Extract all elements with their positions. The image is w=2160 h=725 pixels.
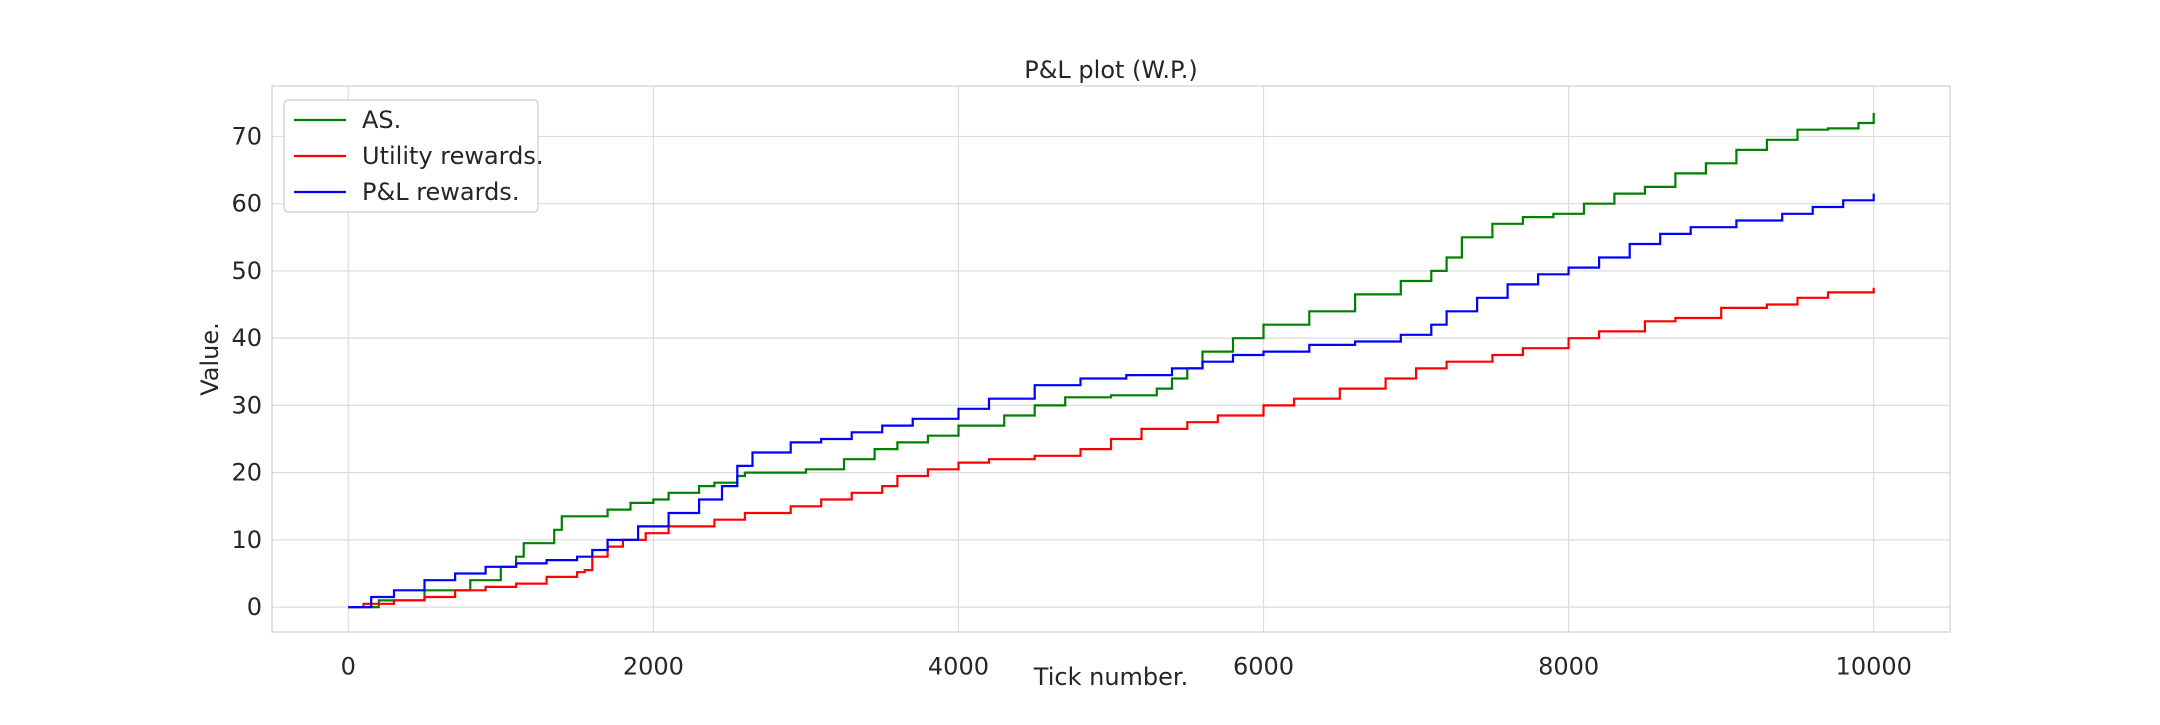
grid-layer bbox=[272, 86, 1950, 632]
y-tick-label: 40 bbox=[231, 324, 262, 352]
x-tick-label: 6000 bbox=[1233, 653, 1294, 681]
y-tick-label: 70 bbox=[231, 122, 262, 150]
plot-frame bbox=[271, 85, 1951, 633]
series-layer bbox=[348, 112, 1875, 609]
x-tick-label: 4000 bbox=[928, 653, 989, 681]
series-line-1 bbox=[348, 112, 1875, 609]
series-line-3 bbox=[348, 193, 1875, 609]
x-tick-label: 10000 bbox=[1836, 653, 1912, 681]
y-tick-label: 60 bbox=[231, 190, 262, 218]
legend-label: AS. bbox=[362, 106, 401, 134]
legend-label: P&L rewards. bbox=[362, 178, 519, 206]
tick-layer: 0 2000 4000 6000 8000 10000 0 10 20 30 40 50 60 70 bbox=[231, 122, 1911, 680]
x-tick-label: 2000 bbox=[623, 653, 684, 681]
x-axis-label: Tick number. bbox=[1033, 663, 1188, 691]
y-tick-label: 20 bbox=[231, 459, 262, 487]
y-tick-label: 0 bbox=[247, 593, 262, 621]
x-tick-label: 8000 bbox=[1538, 653, 1599, 681]
series-line-2 bbox=[348, 287, 1875, 609]
x-tick-label: 0 bbox=[341, 653, 356, 681]
legend-label: Utility rewards. bbox=[362, 142, 543, 170]
legend-box bbox=[283, 99, 539, 213]
y-tick-label: 30 bbox=[231, 391, 262, 419]
y-tick-label: 50 bbox=[231, 257, 262, 285]
chart-title: P&L plot (W.P.) bbox=[1024, 56, 1198, 84]
y-tick-label: 10 bbox=[231, 526, 262, 554]
y-axis-label: Value. bbox=[196, 322, 224, 396]
legend: AS. Utility rewards. P&L rewards. bbox=[283, 99, 543, 213]
